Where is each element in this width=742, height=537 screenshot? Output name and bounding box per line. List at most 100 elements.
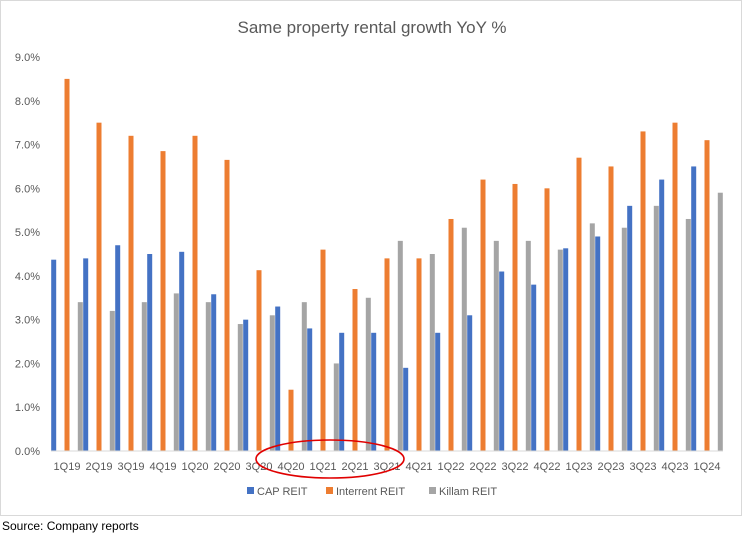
x-tick-label: 3Q19 xyxy=(118,461,145,473)
bar-cap-reit-1q21 xyxy=(307,328,313,451)
bar-interrent-reit-1q20 xyxy=(192,135,198,452)
bar-interrent-reit-4q21 xyxy=(416,258,422,451)
bar-interrent-reit-1q24 xyxy=(704,140,710,451)
bar-killam-reit-4q20 xyxy=(301,302,307,451)
x-axis-ticks: 1Q19 2Q19 3Q19 4Q19 1Q20 2Q20 3Q20 4Q20 1Q21 2Q21… xyxy=(54,461,721,473)
bar-killam-reit-4q22 xyxy=(557,249,563,451)
bar-killam-reit-1q19 xyxy=(77,302,83,451)
y-tick-label: 1.0% xyxy=(15,402,40,414)
bar-interrent-reit-2q23 xyxy=(608,166,614,451)
y-tick-label: 7.0% xyxy=(15,140,40,152)
bar-interrent-reit-3q20 xyxy=(256,270,262,451)
x-tick-label: 4Q23 xyxy=(662,461,689,473)
bar-cap-reit-4q23 xyxy=(659,179,665,452)
bar-killam-reit-1q21 xyxy=(333,363,339,451)
bar-killam-reit-1q24 xyxy=(717,192,723,451)
bar-killam-reit-3q22 xyxy=(525,240,531,451)
bar-killam-reit-3q20 xyxy=(269,315,275,451)
x-tick-label: 1Q24 xyxy=(694,461,721,473)
legend-swatch-killam-reit xyxy=(429,487,436,494)
source-note: Source: Company reports xyxy=(2,519,139,533)
bar-cap-reit-1q20 xyxy=(179,251,185,451)
bar-cap-reit-2q22 xyxy=(467,315,473,451)
x-tick-label: 3Q23 xyxy=(630,461,657,473)
x-tick-label: 2Q21 xyxy=(342,461,369,473)
x-tick-label: 1Q23 xyxy=(566,461,593,473)
bar-interrent-reit-3q23 xyxy=(640,131,646,451)
x-tick-label: 2Q19 xyxy=(86,461,113,473)
bars xyxy=(51,78,723,452)
bar-killam-reit-1q23 xyxy=(589,223,595,451)
bar-interrent-reit-3q19 xyxy=(128,135,134,452)
legend-label: CAP REIT xyxy=(257,486,308,498)
bar-cap-reit-2q23 xyxy=(595,236,601,451)
x-tick-label: 3Q20 xyxy=(246,461,273,473)
bar-killam-reit-2q20 xyxy=(237,324,243,451)
y-tick-label: 6.0% xyxy=(15,183,40,195)
bar-interrent-reit-1q19 xyxy=(64,78,70,451)
bar-cap-reit-4q19 xyxy=(147,254,153,451)
legend-swatch-interrent-reit xyxy=(326,487,333,494)
y-tick-label: 3.0% xyxy=(15,315,40,327)
y-tick-label: 4.0% xyxy=(15,271,40,283)
y-axis-ticks: 0.0% 1.0% 2.0% 3.0% 4.0% 5.0% 6.0% 7.0% 8.0% 9.0% xyxy=(15,52,40,458)
bar-cap-reit-2q20 xyxy=(211,294,217,451)
bar-cap-reit-4q22 xyxy=(531,284,537,451)
bar-interrent-reit-2q20 xyxy=(224,159,230,451)
legend-label: Interrent REIT xyxy=(336,486,405,498)
x-tick-label: 1Q22 xyxy=(438,461,465,473)
bar-interrent-reit-4q20 xyxy=(288,389,294,451)
x-tick-label: 1Q20 xyxy=(182,461,209,473)
bar-cap-reit-1q19 xyxy=(51,259,57,451)
bar-cap-reit-1q24 xyxy=(691,166,697,451)
highlight-ellipse xyxy=(255,439,405,479)
y-tick-label: 8.0% xyxy=(15,96,40,108)
x-tick-label: 3Q22 xyxy=(502,461,529,473)
x-tick-label: 1Q19 xyxy=(54,461,81,473)
bar-cap-reit-3q23 xyxy=(627,205,633,451)
bar-interrent-reit-1q22 xyxy=(448,218,454,451)
bar-interrent-reit-1q21 xyxy=(320,249,326,451)
bar-killam-reit-3q19 xyxy=(141,302,147,451)
bar-interrent-reit-2q22 xyxy=(480,179,486,452)
x-tick-label: 2Q23 xyxy=(598,461,625,473)
bar-interrent-reit-1q23 xyxy=(576,157,582,451)
bar-interrent-reit-4q19 xyxy=(160,151,166,451)
bar-killam-reit-2q22 xyxy=(493,240,499,451)
x-tick-label: 4Q20 xyxy=(278,461,305,473)
chart-svg: Same property rental growth YoY % 0.0% 1.… xyxy=(15,18,723,498)
x-tick-label: 2Q22 xyxy=(470,461,497,473)
x-tick-label: 4Q21 xyxy=(406,461,433,473)
bar-killam-reit-3q21 xyxy=(397,240,403,451)
bar-cap-reit-2q19 xyxy=(83,258,89,451)
bar-cap-reit-3q22 xyxy=(499,271,505,451)
y-tick-label: 9.0% xyxy=(15,52,40,64)
bar-cap-reit-1q22 xyxy=(435,332,441,451)
x-tick-label: 3Q21 xyxy=(374,461,401,473)
bar-killam-reit-2q21 xyxy=(365,297,371,451)
bar-killam-reit-2q23 xyxy=(621,227,627,451)
bar-killam-reit-1q20 xyxy=(205,302,211,451)
legend-label: Killam REIT xyxy=(439,486,497,498)
y-tick-label: 0.0% xyxy=(15,446,40,458)
x-tick-label: 4Q19 xyxy=(150,461,177,473)
bar-cap-reit-3q19 xyxy=(115,245,121,451)
bar-cap-reit-4q20 xyxy=(275,306,281,451)
x-tick-label: 1Q21 xyxy=(310,461,337,473)
bar-cap-reit-3q20 xyxy=(243,319,249,451)
chart-title: Same property rental growth YoY % xyxy=(237,18,506,37)
bar-killam-reit-1q22 xyxy=(461,227,467,451)
bar-killam-reit-4q19 xyxy=(173,293,179,451)
bar-killam-reit-3q23 xyxy=(653,205,659,451)
bar-cap-reit-2q21 xyxy=(339,332,345,451)
y-tick-label: 2.0% xyxy=(15,358,40,370)
x-tick-label: 2Q20 xyxy=(214,461,241,473)
bar-killam-reit-4q21 xyxy=(429,254,435,451)
bar-cap-reit-4q21 xyxy=(403,367,409,451)
bar-cap-reit-3q21 xyxy=(371,332,377,451)
bar-interrent-reit-2q21 xyxy=(352,289,358,451)
legend: CAP REIT Interrent REIT Killam REIT xyxy=(247,486,497,498)
legend-swatch-cap-reit xyxy=(247,487,254,494)
bar-cap-reit-1q23 xyxy=(563,248,569,451)
bar-killam-reit-4q23 xyxy=(685,218,691,451)
